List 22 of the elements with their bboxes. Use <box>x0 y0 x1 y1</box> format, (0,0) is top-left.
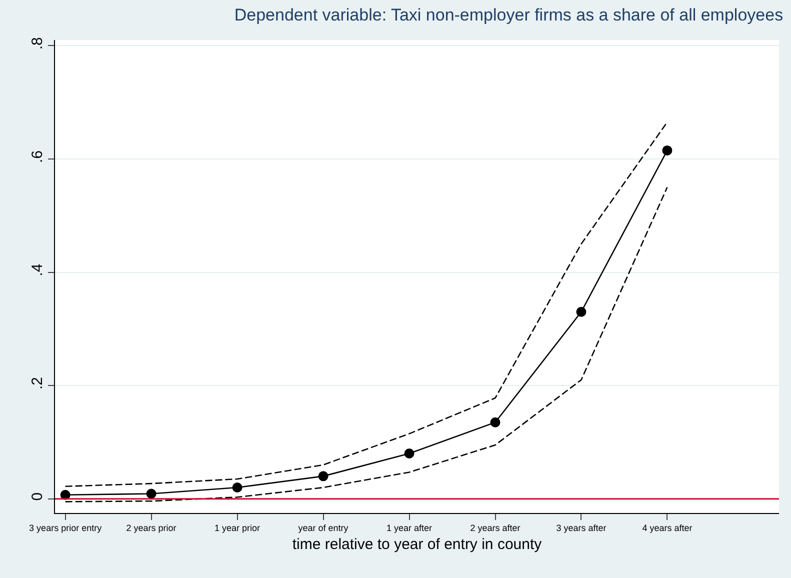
x-tick-label: 2 years prior <box>126 522 176 533</box>
x-tick-label: 3 years prior entry <box>29 522 102 533</box>
x-tick-label: 1 year after <box>386 522 432 533</box>
x-tick-label: 4 years after <box>642 522 692 533</box>
x-tick-label: year of entry <box>298 522 349 533</box>
y-tick-label: .6 <box>29 150 46 163</box>
point <box>404 448 414 459</box>
y-tick-label: 0 <box>29 492 46 501</box>
point <box>232 482 242 493</box>
x-tick-label: 2 years after <box>470 522 520 533</box>
y-tick-label: .2 <box>29 377 46 390</box>
y-tick-label: .8 <box>29 37 46 50</box>
x-axis-title: time relative to year of entry in county <box>292 536 542 553</box>
x-tick-label: 3 years after <box>556 522 606 533</box>
x-tick-label: 1 year prior <box>214 522 260 533</box>
point <box>576 306 586 317</box>
point <box>490 417 500 428</box>
chart-title: Dependent variable: Taxi non-employer firms as a share of all employees <box>234 6 784 25</box>
point <box>662 145 672 156</box>
y-tick-label: .4 <box>29 264 46 276</box>
point <box>146 488 156 499</box>
point <box>318 471 328 482</box>
